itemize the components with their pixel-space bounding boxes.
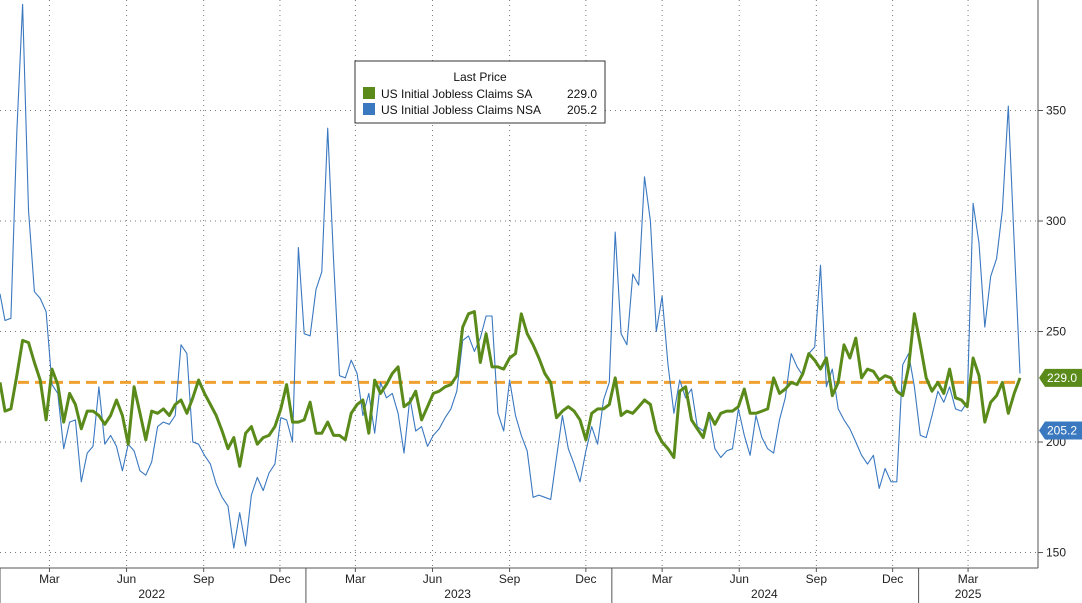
year-label: 2025 bbox=[955, 587, 982, 601]
legend-label-sa: US Initial Jobless Claims SA bbox=[381, 87, 532, 101]
x-tick-label: Sep bbox=[806, 572, 828, 586]
tag-value: 229.0 bbox=[1047, 371, 1077, 385]
legend-label-nsa: US Initial Jobless Claims NSA bbox=[381, 103, 541, 117]
last-value-tags: 229.0 205.2 bbox=[1039, 368, 1082, 440]
year-label: 2023 bbox=[444, 587, 471, 601]
last-value-tag-nsa: 205.2 bbox=[1039, 421, 1082, 440]
legend: Last Price US Initial Jobless Claims SA … bbox=[354, 60, 606, 124]
year-label: 2024 bbox=[751, 587, 778, 601]
x-tick-label: Dec bbox=[269, 572, 290, 586]
legend-swatch-sa bbox=[363, 87, 375, 99]
year-label: 2022 bbox=[138, 587, 165, 601]
last-value-tag-sa: 229.0 bbox=[1039, 368, 1082, 387]
series-line-sa bbox=[0, 310, 1022, 468]
x-tick-label: Sep bbox=[499, 572, 521, 586]
x-tick-label: Jun bbox=[117, 572, 136, 586]
y-tick-label: 350 bbox=[1046, 104, 1066, 118]
legend-swatch-nsa bbox=[363, 103, 375, 115]
legend-value-sa: 229.0 bbox=[567, 87, 597, 101]
x-tick-label: Sep bbox=[193, 572, 215, 586]
legend-title: Last Price bbox=[453, 70, 507, 84]
series bbox=[0, 3, 1022, 549]
x-tick-label: Mar bbox=[345, 572, 366, 586]
tag-shape bbox=[1039, 421, 1082, 440]
x-tick-label: Dec bbox=[575, 572, 596, 586]
tag-shape bbox=[1039, 368, 1082, 387]
y-tick-label: 150 bbox=[1046, 546, 1066, 560]
x-tick-label: Dec bbox=[882, 572, 903, 586]
series-line-nsa bbox=[0, 3, 1021, 549]
y-tick-label: 300 bbox=[1046, 214, 1066, 228]
x-tick-label: Jun bbox=[423, 572, 442, 586]
x-tick-label: Jun bbox=[730, 572, 749, 586]
legend-value-nsa: 205.2 bbox=[567, 103, 597, 117]
legend-box bbox=[354, 60, 606, 124]
grid bbox=[0, 0, 1038, 568]
x-tick-label: Mar bbox=[958, 572, 979, 586]
tag-value: 205.2 bbox=[1047, 424, 1077, 438]
x-tick-label: Mar bbox=[652, 572, 673, 586]
y-tick-label: 250 bbox=[1046, 325, 1066, 339]
x-tick-label: Mar bbox=[39, 572, 60, 586]
